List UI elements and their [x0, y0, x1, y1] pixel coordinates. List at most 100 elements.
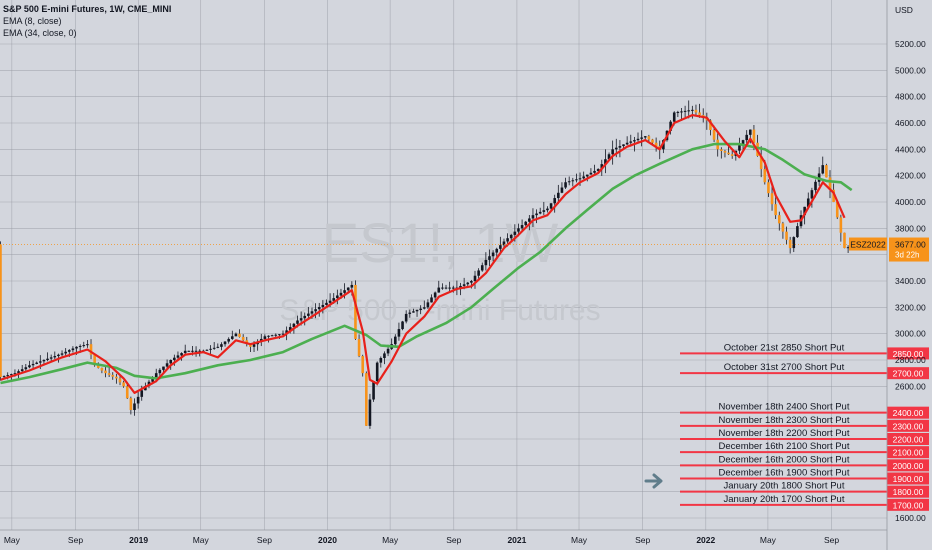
candle-body	[136, 396, 140, 404]
candle-body	[332, 298, 336, 301]
countdown-badge: 3d 22h	[895, 251, 919, 260]
candle-body	[158, 369, 162, 374]
candle-body	[28, 365, 31, 368]
candle-body	[535, 213, 538, 216]
candle-body	[151, 377, 154, 382]
candle-body	[57, 354, 60, 357]
candle-body	[288, 327, 292, 331]
level-tag-bg	[887, 446, 929, 459]
candle-body	[462, 284, 466, 286]
level-label: December 16th 2000 Short Put	[719, 454, 850, 465]
candle-body	[542, 210, 546, 212]
time-tick: Sep	[68, 535, 83, 545]
time-tick: Sep	[635, 535, 650, 545]
candle-body	[165, 363, 169, 367]
candle-body	[618, 146, 622, 148]
short-put-levels: October 21st 2850 Short Put 2850.00 Octobe…	[680, 342, 929, 511]
candle-body	[785, 231, 788, 240]
candle-body	[607, 154, 611, 160]
candle-body	[622, 144, 625, 147]
candle-body	[444, 287, 448, 289]
candle-body	[183, 350, 187, 354]
candle-body	[212, 347, 216, 349]
candle-body	[491, 252, 495, 257]
candle-body	[386, 348, 390, 354]
candle-body	[317, 307, 321, 310]
candle-body	[774, 204, 777, 216]
level-tag: 2000.00	[893, 461, 924, 471]
candle-body	[422, 307, 426, 309]
candle-body	[169, 360, 173, 364]
candle-body	[839, 217, 843, 233]
candle-body	[720, 149, 723, 151]
candle-body	[810, 190, 814, 199]
candle-body	[220, 344, 223, 347]
candle-body	[796, 226, 799, 238]
arrow-icon	[644, 473, 663, 489]
price-tick: 4000.00	[895, 197, 926, 207]
symbol-title[interactable]: S&P 500 E-mini Futures, 1W, CME_MINI	[3, 4, 172, 14]
candle-body	[270, 335, 274, 337]
time-tick: 2021	[507, 535, 526, 545]
price-tick: 2800.00	[895, 355, 926, 365]
candle-body	[647, 136, 651, 140]
candle-body	[814, 181, 817, 191]
candle-body	[125, 386, 129, 399]
candle-body	[712, 130, 716, 140]
level-tag: 2850.00	[893, 349, 924, 359]
level-tag-bg	[887, 419, 929, 432]
candle-body	[741, 140, 745, 146]
level-label: November 18th 2200 Short Put	[719, 428, 850, 439]
candle-body	[281, 333, 285, 335]
candle-body	[553, 198, 556, 204]
level-label: November 18th 2400 Short Put	[719, 402, 850, 413]
candle-body	[118, 378, 122, 383]
watermark-name: S&P 500 E-mini Futures	[279, 294, 600, 327]
level-tag-bg	[887, 498, 929, 511]
candle-body	[53, 356, 57, 358]
candle-body	[528, 218, 531, 222]
time-tick: 2022	[696, 535, 715, 545]
candle-body	[589, 172, 593, 175]
candle-body	[806, 198, 810, 207]
candle-body	[234, 333, 238, 337]
candle-body	[350, 284, 354, 288]
candle-body	[299, 318, 303, 321]
candle-body	[368, 399, 372, 426]
watermark-ticker: ES1!, 1W	[322, 211, 559, 274]
candle-body	[354, 284, 357, 339]
candle-body	[78, 345, 82, 347]
candle-body	[89, 344, 93, 355]
candle-body	[767, 182, 770, 194]
candle-body	[788, 239, 792, 249]
candle-body	[451, 287, 455, 289]
candle-body	[154, 373, 158, 378]
candle-body	[633, 140, 636, 142]
ema-fast-label[interactable]: EMA (8, close)	[3, 16, 62, 26]
price-tick: 3800.00	[895, 223, 926, 233]
time-tick: 2019	[129, 535, 148, 545]
candle-body	[495, 248, 499, 253]
candle-body	[669, 121, 672, 131]
candle-body	[585, 174, 589, 177]
candle-body	[564, 182, 567, 188]
candle-body	[60, 353, 64, 355]
candle-body	[680, 111, 683, 113]
price-tick: 5000.00	[895, 65, 926, 75]
candle-body	[17, 371, 20, 374]
ema-slow-label[interactable]: EMA (34, close, 0)	[3, 28, 77, 38]
candle-body	[42, 360, 46, 362]
candle-body	[821, 165, 825, 174]
candle-body	[484, 259, 488, 266]
ema-34-line	[0, 142, 853, 385]
candle-body	[111, 374, 115, 377]
price-tick: 3200.00	[895, 302, 926, 312]
candle-body	[205, 349, 209, 351]
candle-body	[267, 335, 270, 337]
candle-body	[538, 211, 542, 214]
candle-body	[738, 145, 741, 151]
candle-body	[325, 302, 328, 305]
